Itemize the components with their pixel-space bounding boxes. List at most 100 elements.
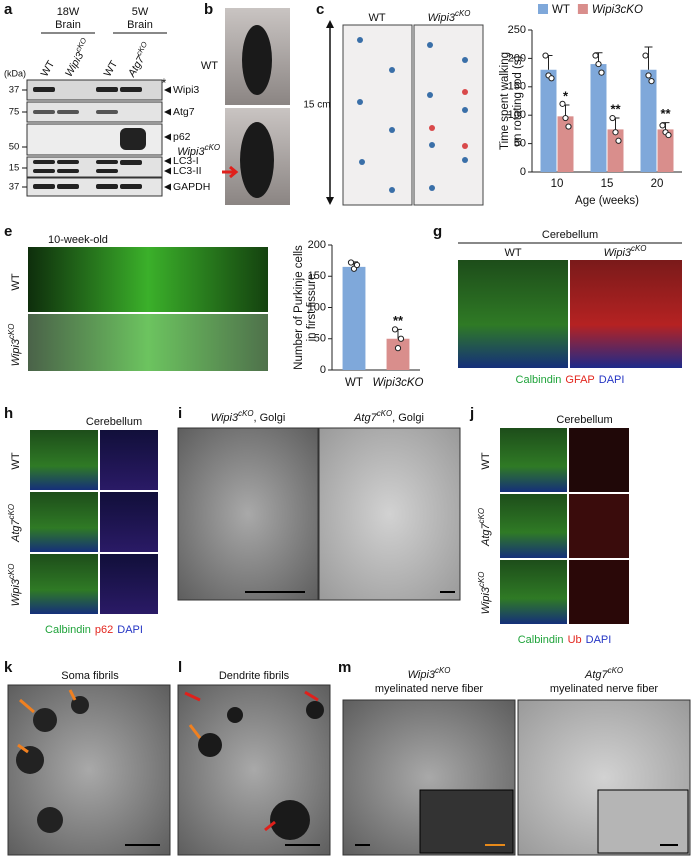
panel-letter: i bbox=[178, 405, 182, 422]
fibrils bbox=[16, 696, 89, 833]
data-point bbox=[595, 60, 602, 68]
text-part: Calbindin bbox=[518, 634, 564, 646]
stain-legend: Calbindin GFAP DAPI bbox=[516, 374, 625, 386]
band-pointer bbox=[164, 86, 171, 94]
y-tick-label: 150 bbox=[508, 81, 526, 93]
label: myelinated nerve fiber bbox=[375, 683, 484, 695]
text-part: Wipi3 bbox=[480, 586, 492, 614]
data-point bbox=[645, 72, 652, 79]
footprints bbox=[357, 37, 468, 193]
data-point bbox=[615, 137, 622, 144]
data-point bbox=[665, 131, 672, 139]
text-part: cKO bbox=[73, 36, 88, 53]
text-part: Wipi3 bbox=[604, 247, 632, 259]
text-part: , Golgi bbox=[254, 412, 286, 424]
bar bbox=[640, 69, 657, 172]
band-pointer bbox=[164, 108, 171, 116]
micrograph bbox=[28, 314, 268, 371]
micrograph bbox=[569, 560, 629, 624]
stain-legend: Calbindin p62 DAPI bbox=[45, 624, 143, 636]
text-part: Ub bbox=[568, 634, 582, 646]
label: * bbox=[162, 76, 167, 90]
label: Cerebellum bbox=[542, 229, 598, 241]
red-arrows bbox=[184, 690, 319, 832]
text-part: p62 bbox=[95, 624, 113, 636]
label: Wipi3cKO bbox=[477, 572, 492, 615]
label: Atg7cKO bbox=[477, 508, 492, 547]
label: Wipi3cKO bbox=[7, 564, 22, 607]
legend-swatch bbox=[538, 4, 548, 14]
label: Cerebellum bbox=[556, 414, 612, 426]
label: 37 bbox=[9, 182, 20, 193]
data-point bbox=[542, 52, 549, 59]
y-tick-label: 50 bbox=[514, 138, 526, 150]
label: Brain bbox=[127, 19, 153, 31]
data-point bbox=[548, 75, 555, 82]
text-part: Atg7 bbox=[480, 523, 492, 548]
label: LC3-I bbox=[173, 155, 199, 167]
y-tick-label: 100 bbox=[308, 301, 326, 313]
text-part: Atg7 bbox=[353, 412, 378, 424]
orange-arrows bbox=[17, 689, 202, 754]
text-part: , Golgi bbox=[392, 412, 424, 424]
y-axis-label: on rotating rod (s) bbox=[512, 55, 524, 146]
text-part: Wipi3 bbox=[211, 412, 239, 424]
label: 50 bbox=[9, 142, 20, 153]
label: 37 bbox=[9, 85, 20, 96]
text-part: Wipi3 bbox=[10, 338, 22, 366]
bar bbox=[540, 69, 557, 172]
label: WT bbox=[368, 12, 385, 24]
micrograph bbox=[30, 430, 98, 490]
text-part: cKO bbox=[7, 504, 16, 519]
panel-letter: a bbox=[4, 1, 13, 18]
panel-letter: l bbox=[178, 659, 182, 676]
data-point bbox=[559, 100, 566, 107]
label: 15 bbox=[9, 163, 20, 174]
label: Wipi3cKO bbox=[604, 244, 647, 259]
label: Atg7cKO, Golgi bbox=[353, 409, 424, 424]
y-tick-label: 150 bbox=[308, 270, 326, 282]
y-tick-label: 0 bbox=[320, 364, 326, 376]
label: Wipi3cKO bbox=[7, 324, 22, 367]
label: Wipi3cKO bbox=[408, 666, 451, 681]
label: WT bbox=[102, 58, 121, 79]
mouse bbox=[240, 122, 274, 198]
micrograph bbox=[28, 247, 268, 312]
legend-swatch bbox=[577, 4, 588, 14]
data-point bbox=[642, 52, 649, 59]
band-pointer bbox=[164, 183, 171, 191]
text-part: Calbindin bbox=[516, 374, 562, 386]
label: Brain bbox=[55, 19, 81, 31]
x-tick-label: 15 bbox=[601, 178, 614, 190]
label: WT bbox=[504, 247, 521, 259]
text-part: GFAP bbox=[565, 374, 594, 386]
bar bbox=[657, 129, 674, 172]
data-point bbox=[598, 69, 605, 76]
data-point bbox=[592, 52, 599, 59]
data-point bbox=[659, 122, 666, 129]
text-part: cKO bbox=[435, 666, 450, 675]
label: Cerebellum bbox=[86, 416, 142, 428]
significance: ** bbox=[660, 106, 671, 121]
label: 18W bbox=[57, 6, 80, 18]
bands bbox=[33, 87, 146, 189]
mouse bbox=[242, 25, 272, 95]
data-point bbox=[391, 326, 399, 333]
text-part: Wipi3 bbox=[10, 578, 22, 606]
micrograph bbox=[569, 428, 629, 492]
bar bbox=[557, 116, 574, 172]
micrograph bbox=[30, 492, 98, 552]
micrograph bbox=[500, 428, 567, 492]
arrow bbox=[222, 165, 239, 179]
panel-letter: j bbox=[469, 405, 474, 422]
y-tick-label: 100 bbox=[508, 109, 526, 121]
stain-legend: Calbindin Ub DAPI bbox=[518, 634, 612, 646]
label: (kDa) bbox=[4, 68, 26, 78]
panel-letter: c bbox=[316, 1, 324, 18]
text-part: cKO bbox=[477, 508, 486, 523]
y-tick-label: 0 bbox=[520, 166, 526, 178]
label: WT bbox=[10, 452, 22, 469]
micrograph bbox=[458, 260, 568, 368]
label: p62 bbox=[173, 131, 191, 143]
data-point bbox=[394, 345, 402, 352]
